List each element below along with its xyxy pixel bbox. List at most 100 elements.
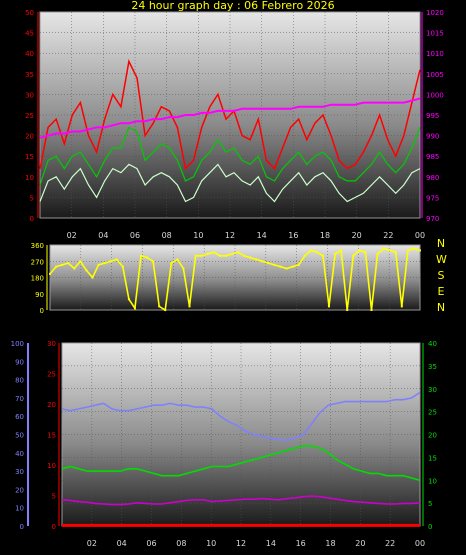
chart3-outer-tick: 60 — [15, 413, 24, 421]
chart2-point — [309, 249, 312, 252]
chart2-point — [279, 265, 282, 268]
chart1-left-tick: 10 — [25, 174, 34, 182]
chart2-point — [328, 305, 330, 308]
chart1-right-tick: 990 — [426, 133, 439, 141]
chart1-right-tick: 985 — [426, 153, 439, 161]
chart1-x-tick: 18 — [320, 231, 330, 240]
chart2-point — [243, 254, 246, 257]
chart1-left-tick: 40 — [25, 50, 34, 58]
chart2-left-tick: 180 — [31, 275, 44, 283]
chart2-point — [231, 253, 233, 255]
chart3-outer-tick: 0 — [20, 523, 24, 531]
chart2-point — [158, 305, 161, 308]
chart1-series-2 — [39, 163, 421, 203]
chart2-point — [322, 254, 324, 257]
chart2-left-tick: 270 — [31, 258, 44, 266]
chart2-point — [127, 298, 130, 301]
chart3-x-tick: 08 — [176, 539, 186, 548]
chart3-right-tick: 15 — [428, 454, 437, 462]
chart3-right-tick: 20 — [428, 432, 437, 440]
chart2-point — [400, 305, 403, 308]
chart3-x-tick: 10 — [206, 539, 216, 548]
chart3-right-tick: 35 — [428, 363, 437, 371]
chart2-point — [412, 247, 415, 250]
chart2-point — [85, 269, 88, 272]
chart3-inner-tick: 0 — [52, 523, 56, 531]
chart2-point — [273, 263, 276, 266]
chart2-point — [419, 249, 421, 252]
chart2-point — [164, 309, 167, 311]
chart1-x-tick: 06 — [130, 231, 140, 240]
chart3-x-tick: 12 — [236, 539, 246, 548]
chart3-outer-tick: 30 — [15, 468, 24, 476]
chart2-point — [121, 265, 124, 268]
chart3-right-tick: 10 — [428, 477, 437, 485]
chart3-right-tick: 30 — [428, 386, 437, 394]
chart3-x-tick: 04 — [117, 539, 127, 548]
chart1-right-tick: 975 — [426, 194, 439, 202]
chart2-point — [55, 265, 58, 268]
chart2-point — [67, 262, 70, 265]
chart2-point — [115, 258, 118, 261]
chart1-series-3 — [39, 97, 421, 139]
chart2-point — [97, 263, 100, 266]
chart3-x-tick: 16 — [296, 539, 306, 548]
chart2-point — [340, 249, 343, 252]
compass-e: E — [437, 285, 445, 298]
chart3-outer-tick: 50 — [15, 432, 24, 440]
chart3-inner-tick: 5 — [52, 493, 56, 501]
chart2-point — [188, 305, 191, 308]
chart1-left-tick: 30 — [25, 91, 34, 99]
compass-n1: N — [436, 237, 446, 250]
graph-title: 24 hour graph day : 06 Febrero 2026 — [131, 0, 335, 12]
chart2-point — [170, 262, 173, 265]
chart3-x-tick: 20 — [355, 539, 365, 548]
chart3-x-tick: 18 — [325, 539, 335, 548]
chart3-outer-tick: 40 — [15, 450, 24, 458]
chart1-x-tick: 14 — [257, 231, 267, 240]
chart1-x-tick: 02 — [67, 231, 77, 240]
chart3-series-2 — [61, 495, 421, 506]
chart2-point — [376, 253, 379, 255]
chart3-series-0 — [61, 391, 421, 441]
chart2-point — [200, 254, 203, 257]
chart3-outer-tick: 80 — [15, 377, 24, 385]
chart2-point — [249, 256, 252, 259]
chart2-point — [133, 307, 136, 310]
chart1-x-tick: 16 — [288, 231, 298, 240]
chart2-point — [388, 249, 391, 252]
chart2-left-tick: 90 — [35, 291, 44, 299]
compass-n2: N — [436, 301, 446, 314]
chart2-point — [224, 254, 227, 257]
chart3-outer-tick: 70 — [15, 395, 24, 403]
chart2-point — [370, 309, 373, 311]
chart2-point — [212, 251, 215, 254]
chart1-x-tick: 00 — [415, 231, 425, 240]
chart1-x-tick: 20 — [352, 231, 362, 240]
chart1-right-tick: 1015 — [426, 30, 444, 38]
chart1-right-tick: 970 — [426, 215, 439, 223]
chart2-point — [146, 256, 148, 259]
chart1-left-tick: 0 — [30, 215, 34, 223]
chart2-point — [103, 262, 106, 265]
chart2-point — [406, 249, 409, 252]
chart3-x-tick: 00 — [415, 539, 425, 548]
chart1-x-tick: 22 — [383, 231, 393, 240]
chart1-right-tick: 1010 — [426, 50, 444, 58]
chart2-point — [194, 254, 197, 257]
chart2-point — [206, 253, 209, 255]
chart3-outer-tick: 100 — [11, 340, 24, 348]
chart1-left-tick: 25 — [25, 112, 34, 120]
chart2-point — [218, 254, 221, 257]
chart2-point — [237, 251, 239, 254]
chart2-point — [91, 276, 94, 279]
chart1-left-tick: 50 — [25, 9, 34, 17]
chart1-left-tick: 45 — [25, 30, 34, 38]
chart1-x-tick: 12 — [225, 231, 235, 240]
chart3-inner-tick: 20 — [47, 401, 56, 409]
chart2-point — [315, 251, 318, 254]
chart2-left-tick: 0 — [40, 307, 44, 315]
chart2-point — [297, 263, 300, 266]
chart1-left-tick: 20 — [25, 133, 34, 141]
